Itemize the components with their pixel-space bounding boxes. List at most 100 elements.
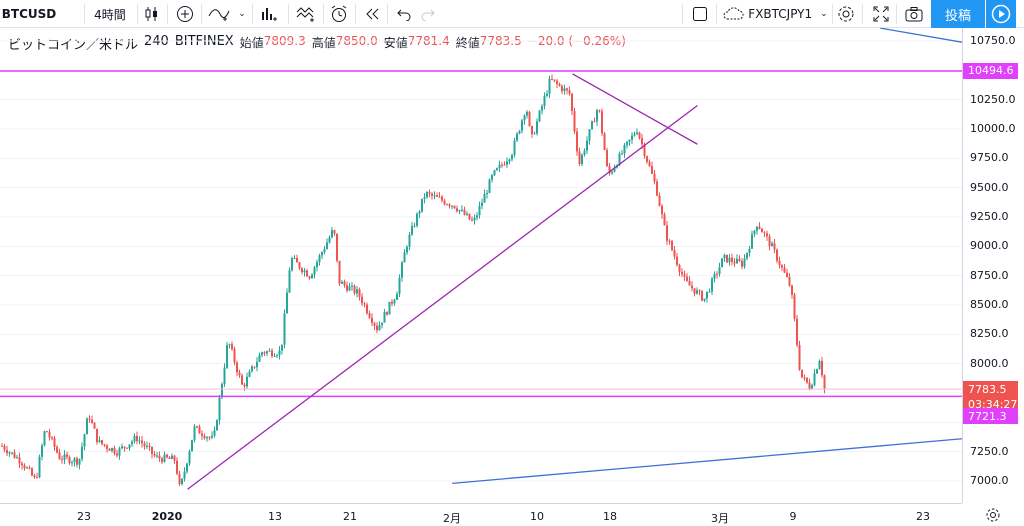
candle-body: [516, 133, 519, 141]
candle-body: [243, 384, 246, 387]
toolbar-divider: [716, 4, 717, 24]
candle-body: [106, 445, 109, 449]
candle-body: [103, 444, 106, 446]
candle-body: [541, 106, 544, 111]
candle-body: [228, 344, 231, 346]
toolbar-divider: [252, 4, 253, 24]
close-label: 終値: [455, 36, 480, 50]
screenshot-icon[interactable]: [903, 0, 925, 28]
candle-body: [273, 356, 276, 358]
alert-icon[interactable]: [328, 0, 350, 28]
undo-icon[interactable]: [394, 0, 414, 28]
candle-body: [393, 299, 396, 304]
candle-body: [78, 458, 81, 465]
candle-body: [121, 446, 124, 449]
candle-body: [751, 234, 754, 249]
candle-body: [518, 130, 521, 134]
candle-body: [376, 325, 379, 331]
candle-body: [803, 377, 806, 379]
candle-body: [433, 195, 436, 197]
candle-body: [261, 352, 264, 356]
price-tick-label: 8500.0: [970, 298, 1009, 311]
candle-body: [746, 252, 749, 259]
candle-body: [313, 267, 316, 275]
candle-body: [641, 138, 644, 145]
settings-icon[interactable]: [836, 0, 856, 28]
candle-body: [63, 454, 66, 460]
candle-body: [86, 418, 89, 435]
candle-body: [238, 372, 241, 376]
candle-body: [718, 267, 721, 274]
candle-body: [176, 460, 179, 474]
candle-body: [398, 277, 401, 294]
indicators-icon[interactable]: [206, 0, 232, 28]
candle-body: [138, 440, 141, 442]
redo-icon[interactable]: [418, 0, 438, 28]
candle-body: [671, 241, 674, 251]
layout-icon[interactable]: [690, 0, 710, 28]
play-icon[interactable]: [986, 0, 1016, 28]
candle-body: [48, 432, 51, 438]
candle-body: [291, 258, 294, 271]
candle-body: [778, 260, 781, 266]
candle-body: [73, 458, 76, 463]
candle-body: [496, 168, 499, 171]
candle-body: [491, 175, 494, 180]
candle-body: [226, 345, 229, 368]
candle-body: [821, 360, 824, 376]
toolbar-divider: [167, 4, 168, 24]
candle-body: [353, 285, 356, 294]
candle-body: [791, 285, 794, 295]
candle-body: [223, 367, 226, 384]
candle-style-icon[interactable]: [142, 0, 162, 28]
candle-body: [808, 382, 811, 390]
candle-body: [368, 313, 371, 318]
financials-icon[interactable]: [258, 0, 282, 28]
candle-body: [463, 209, 466, 215]
candle-body: [96, 428, 99, 443]
candle-body: [133, 435, 136, 442]
chart-plot-area[interactable]: [0, 28, 962, 503]
candle-body: [186, 463, 189, 472]
dropdown-icon[interactable]: ⌄: [238, 9, 246, 19]
candle-body: [581, 154, 584, 165]
candle-body: [768, 236, 771, 247]
toolbar-divider: [355, 4, 356, 24]
candle-body: [191, 439, 194, 452]
candle-body: [428, 192, 431, 194]
toolbar-divider: [201, 4, 202, 24]
axis-settings-icon[interactable]: [962, 503, 1024, 526]
candle-body: [801, 369, 804, 378]
candle-body: [346, 285, 349, 291]
candle-body: [531, 125, 534, 134]
candle-body: [363, 303, 366, 305]
interval-button[interactable]: 4時間: [94, 7, 126, 22]
candle-body: [6, 449, 9, 454]
candle-body: [361, 296, 364, 304]
candle-body: [416, 213, 419, 226]
add-compare-icon[interactable]: [174, 0, 196, 28]
blue-trendline-lower: [452, 438, 962, 484]
candle-body: [13, 452, 16, 458]
candle-body: [93, 422, 96, 429]
candle-body: [818, 360, 821, 370]
candle-body: [156, 455, 159, 457]
candle-body: [711, 278, 714, 292]
layout-save-button[interactable]: FXBTCJPY1 ⌄: [720, 0, 830, 28]
price-axis[interactable]: 10750.0 10250.0 10000.0 9750.0 9500.0 9250.0 9…: [962, 28, 1024, 503]
fullscreen-icon[interactable]: [870, 0, 892, 28]
candle-body: [563, 88, 566, 92]
publish-button[interactable]: 投稿: [931, 0, 985, 28]
candle-body: [351, 285, 354, 287]
time-axis[interactable]: 23 2020 13 21 2月 10 18 3月 9 23: [0, 503, 962, 526]
candle-body: [33, 475, 36, 478]
replay-icon[interactable]: [362, 0, 382, 28]
candle-body: [481, 202, 484, 206]
candle-body: [636, 132, 639, 135]
symbol-search-button[interactable]: BTCUSD: [1, 7, 57, 21]
blue-trendline-upper: [880, 28, 962, 43]
candle-body: [318, 255, 321, 263]
templates-icon[interactable]: [294, 0, 318, 28]
price-tick-label: 7250.0: [970, 444, 1009, 458]
candle-body: [161, 458, 164, 462]
